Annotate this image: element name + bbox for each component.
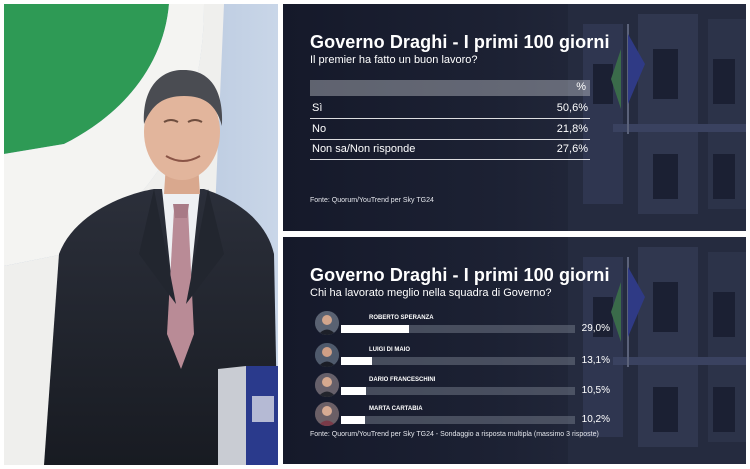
column-header-percent: % <box>576 81 586 93</box>
chart-title: Governo Draghi - I primi 100 giorni <box>310 265 610 285</box>
draghi-photo <box>4 4 278 465</box>
bar-track <box>341 387 575 395</box>
bar <box>341 416 365 424</box>
bar-label: ROBERTO SPERANZA <box>369 315 434 321</box>
bar-value-label: 29,0% <box>581 323 610 334</box>
bar-label: LUIGI DI MAIO <box>369 347 410 353</box>
avatar <box>315 402 339 426</box>
bar-track <box>341 325 575 333</box>
bar-row: MARTA CARTABIA 10,2% <box>310 400 610 430</box>
bar-row: DARIO FRANCESCHINI 10,5% <box>310 371 610 401</box>
bar-track <box>341 416 575 424</box>
row-label: Non sa/Non risponde <box>312 143 416 155</box>
row-value: 27,6% <box>556 143 588 155</box>
bar-label: MARTA CARTABIA <box>369 406 423 412</box>
bar-track <box>341 357 575 365</box>
poll-panel-ministers: Governo Draghi - I primi 100 giorni Chi … <box>283 237 746 464</box>
row-value: 50,6% <box>556 102 588 114</box>
bar-label: DARIO FRANCESCHINI <box>369 377 436 383</box>
palazzo-chigi-background <box>568 237 746 464</box>
bar-value-label: 13,1% <box>581 355 610 366</box>
bar <box>341 357 372 365</box>
chart-subtitle: Chi ha lavorato meglio nella squadra di … <box>310 287 552 299</box>
poll-panel-work: Governo Draghi - I primi 100 giorni Il p… <box>283 4 746 231</box>
bar <box>341 387 366 395</box>
row-value: 21,8% <box>556 123 588 135</box>
row-label: No <box>312 123 327 135</box>
source-note: Fonte: Quorum/YouTrend per Sky TG24 - So… <box>310 431 599 438</box>
bar-row: ROBERTO SPERANZA 29,0% <box>310 309 610 339</box>
source-note: Fonte: Quorum/YouTrend per Sky TG24 <box>310 197 434 204</box>
bar <box>341 325 409 333</box>
bar-value-label: 10,5% <box>581 385 610 396</box>
bar-row: LUIGI DI MAIO 13,1% <box>310 341 610 371</box>
table-row: No 21,8% <box>310 119 590 140</box>
chart-subtitle: Il premier ha fatto un buon lavoro? <box>310 54 478 66</box>
chart-title: Governo Draghi - I primi 100 giorni <box>310 32 610 52</box>
bar-value-label: 10,2% <box>581 414 610 425</box>
row-label: Sì <box>312 102 323 114</box>
avatar <box>315 343 339 367</box>
avatar <box>315 311 339 335</box>
avatar <box>315 373 339 397</box>
table-row: Sì 50,6% <box>310 98 590 119</box>
table-header: % <box>310 80 590 96</box>
table-row: Non sa/Non risponde 27,6% <box>310 139 590 160</box>
palazzo-chigi-background <box>568 4 746 231</box>
